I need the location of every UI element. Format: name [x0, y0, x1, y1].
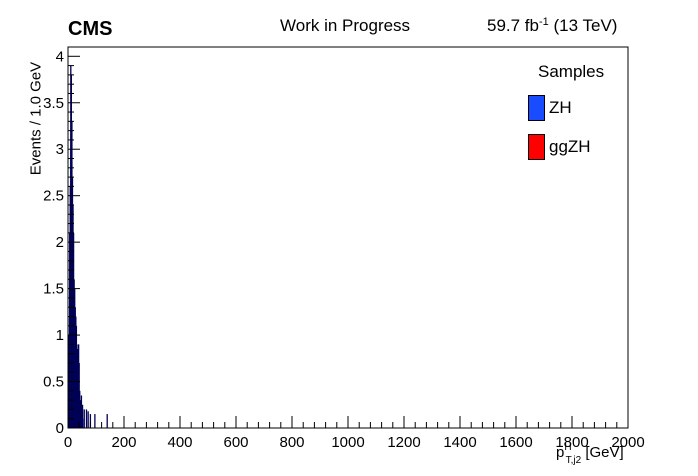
y-tick-label: 2: [56, 234, 64, 251]
experiment-label: CMS: [68, 18, 113, 40]
x-tick-label: 0: [64, 434, 72, 451]
lumi-value: 59.7 fb: [487, 16, 539, 35]
y-axis-label: Events / 1.0 GeV: [27, 61, 45, 176]
legend-item-zh: ZH: [528, 95, 572, 121]
x-tick-label: 1800: [555, 434, 588, 451]
lumi-exponent: -1: [539, 16, 549, 28]
error-bars: [67, 65, 108, 428]
y-tick-label: 0: [56, 420, 64, 437]
y-tick-label: 3: [56, 141, 64, 158]
y-axis-ticks: 0 0.5 1 1.5 2 2.5 3 3.5 4: [43, 46, 80, 437]
x-tick-label: 1200: [387, 434, 420, 451]
energy-label: (13 TeV): [553, 16, 618, 35]
legend-label-zh: ZH: [549, 98, 572, 117]
status-label: Work in Progress: [280, 16, 411, 35]
luminosity-label: 59.7 fb-1 (13 TeV): [487, 16, 617, 36]
x-axis-label: pH T,j2 [GeV]: [556, 442, 624, 466]
x-axis-ticks: 0 200 400 600 800 1000 1200 1400 1600 1800 2000: [64, 416, 645, 451]
x-tick-label: 1400: [443, 434, 476, 451]
y-tick-label: 3.5: [43, 95, 64, 112]
legend-label-ggzh: ggZH: [549, 137, 591, 156]
y-tick-label: 2.5: [43, 188, 64, 205]
legend-swatch-ggzh: [528, 134, 545, 160]
x-tick-label: 1600: [499, 434, 532, 451]
x-axis-label-main: p: [556, 444, 565, 461]
legend-swatch-zh: [528, 95, 545, 121]
x-axis-label-sup: H: [564, 442, 572, 453]
legend-item-ggzh: ggZH: [528, 134, 591, 160]
x-tick-label: 800: [279, 434, 304, 451]
legend-title: Samples: [538, 62, 605, 81]
x-tick-label: 2000: [611, 434, 644, 451]
x-tick-label: 600: [223, 434, 248, 451]
y-tick-label: 0.5: [43, 374, 64, 391]
x-tick-label: 200: [111, 434, 136, 451]
x-tick-label: 400: [167, 434, 192, 451]
histogram-bar: [83, 418, 84, 428]
x-tick-label: 1000: [331, 434, 364, 451]
y-tick-label: 4: [56, 48, 64, 65]
y-tick-label: 1.5: [43, 281, 64, 298]
x-axis-label-sub: T,j2: [565, 455, 582, 466]
y-tick-label: 1: [56, 327, 64, 344]
x-axis-label-unit: [GeV]: [585, 444, 624, 461]
